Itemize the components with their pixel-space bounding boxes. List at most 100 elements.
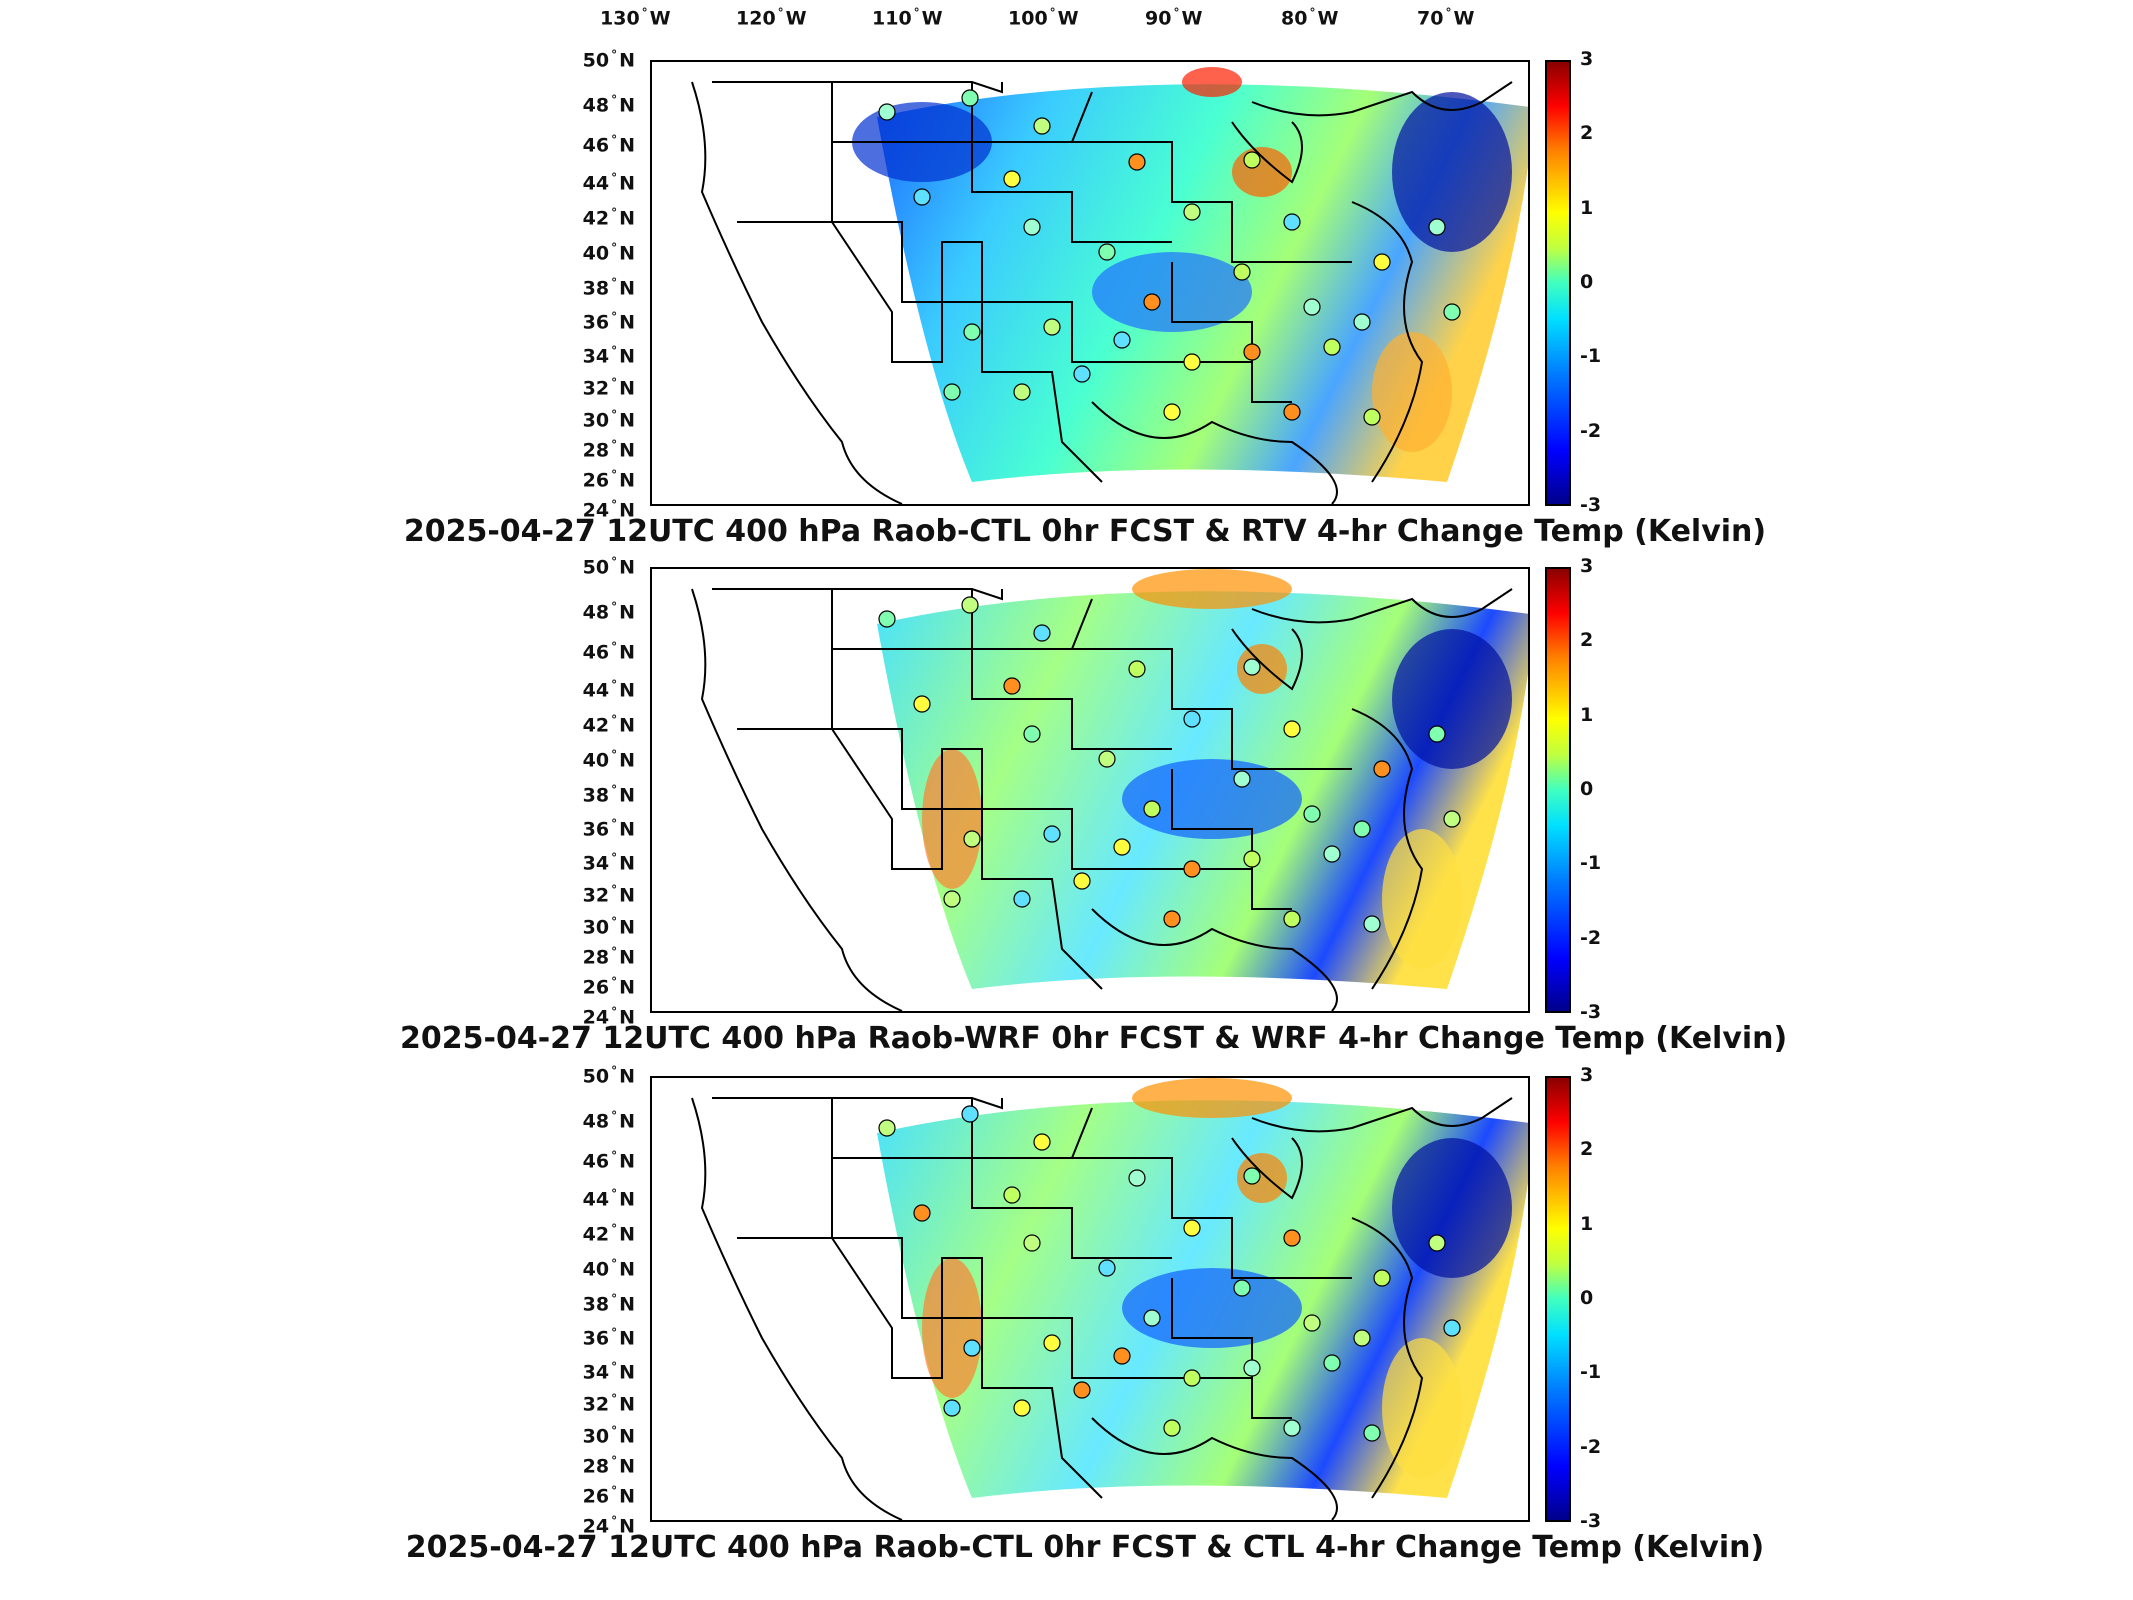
- raob-station-marker: [1113, 838, 1131, 856]
- raob-station-marker: [1353, 1329, 1371, 1347]
- raob-station-marker: [1443, 810, 1461, 828]
- boundary-line: [971, 589, 1172, 750]
- boundary-line: [1231, 628, 1303, 691]
- boundary-line: [1091, 1417, 1338, 1520]
- panel-title: 2025-04-27 12UTC 400 hPa Raob-CTL 0hr FC…: [405, 1530, 1765, 1565]
- boundary-line: [1231, 121, 1303, 184]
- raob-station-marker: [1233, 770, 1251, 788]
- raob-station-marker: [1243, 850, 1261, 868]
- boundary-line: [1072, 141, 1352, 263]
- latitude-label: 46 ° N: [582, 1149, 635, 1173]
- latitude-label: 44 ° N: [582, 678, 635, 702]
- boundary-line: [712, 1097, 1003, 1110]
- colorbar: [1545, 1076, 1571, 1522]
- raob-station-marker: [1023, 725, 1041, 743]
- latitude-label: 38 ° N: [582, 1292, 635, 1316]
- raob-station-marker: [1183, 353, 1201, 371]
- colorbar-tick-label: -3: [1580, 1001, 1602, 1023]
- raob-station-marker: [1183, 1369, 1201, 1387]
- boundary-line: [737, 221, 1252, 363]
- colorbar-tick-label: -1: [1580, 345, 1602, 368]
- map-svg: [691, 569, 1528, 1011]
- raob-station-marker: [1098, 243, 1116, 261]
- raob-station-marker: [1233, 1279, 1251, 1297]
- latitude-label: 42 ° N: [582, 206, 635, 230]
- longitude-label: 130 ° W: [600, 6, 671, 30]
- raob-station-marker: [1243, 343, 1261, 361]
- raob-station-marker: [878, 1119, 896, 1137]
- raob-station-marker: [1373, 253, 1391, 271]
- anomaly-region: [1132, 1078, 1292, 1118]
- raob-station-marker: [1023, 1234, 1041, 1252]
- raob-station-marker: [1283, 1229, 1301, 1247]
- map-frame: [650, 1076, 1530, 1522]
- colorbar-tick-label: 3: [1580, 555, 1594, 577]
- latitude-label: 46 ° N: [582, 640, 635, 664]
- panel-title: 2025-04-27 12UTC 400 hPa Raob-CTL 0hr FC…: [403, 514, 1767, 549]
- raob-station-marker: [1128, 153, 1146, 171]
- latitude-label: 34 ° N: [582, 344, 635, 368]
- raob-station-marker: [1283, 1419, 1301, 1437]
- anomaly-region: [1182, 67, 1242, 97]
- raob-station-marker: [1163, 910, 1181, 928]
- raob-station-marker: [1303, 298, 1321, 316]
- raob-station-marker: [1353, 313, 1371, 331]
- latitude-label: 50 ° N: [582, 48, 635, 72]
- raob-station-marker: [1043, 318, 1061, 336]
- longitude-label: 110 ° W: [872, 6, 943, 30]
- raob-station-marker: [1363, 915, 1381, 933]
- raob-station-marker: [1323, 338, 1341, 356]
- boundary-line: [1251, 1097, 1513, 1133]
- boundary-line: [1091, 401, 1338, 504]
- anomaly-region: [1392, 92, 1512, 252]
- raob-station-marker: [1033, 1133, 1051, 1151]
- raob-station-marker: [1128, 660, 1146, 678]
- colorbar-tick-label: 3: [1580, 1064, 1594, 1086]
- raob-station-marker: [1363, 1424, 1381, 1442]
- raob-station-marker: [943, 890, 961, 908]
- raob-station-marker: [1073, 365, 1091, 383]
- latitude-label: 40 ° N: [582, 241, 635, 265]
- boundary-line: [1251, 588, 1513, 624]
- boundary-line: [691, 1097, 903, 1520]
- boundary-line: [1072, 1157, 1352, 1279]
- colorbar-tick-label: 3: [1580, 48, 1594, 70]
- boundary-line: [712, 81, 1003, 94]
- raob-station-marker: [1013, 383, 1031, 401]
- colorbar: [1545, 60, 1571, 506]
- boundary-line: [1091, 908, 1338, 1011]
- boundary-line: [971, 1098, 1172, 1259]
- anomaly-region: [1232, 147, 1292, 197]
- raob-station-marker: [1243, 151, 1261, 169]
- raob-station-marker: [1143, 293, 1161, 311]
- latitude-label: 30 ° N: [582, 1424, 635, 1448]
- latitude-label: 40 ° N: [582, 748, 635, 772]
- raob-station-marker: [1283, 720, 1301, 738]
- raob-station-marker: [1023, 218, 1041, 236]
- raob-station-marker: [1043, 825, 1061, 843]
- longitude-label: 120 ° W: [736, 6, 807, 30]
- raob-station-marker: [1098, 750, 1116, 768]
- latitude-label: 38 ° N: [582, 276, 635, 300]
- raob-station-marker: [913, 695, 931, 713]
- colorbar-tick-label: -2: [1580, 1435, 1602, 1458]
- colorbar-tick-label: -2: [1580, 419, 1602, 442]
- panel-title: 2025-04-27 12UTC 400 hPa Raob-WRF 0hr FC…: [400, 1021, 1788, 1056]
- raob-station-marker: [1113, 1347, 1131, 1365]
- raob-station-marker: [943, 1399, 961, 1417]
- boundary-line: [831, 82, 1103, 483]
- colorbar-tick-label: 1: [1580, 703, 1594, 726]
- map-svg: [691, 1078, 1528, 1520]
- raob-station-marker: [1163, 403, 1181, 421]
- anomaly-region: [1382, 829, 1462, 969]
- raob-station-marker: [1283, 403, 1301, 421]
- raob-station-marker: [1428, 1234, 1446, 1252]
- colorbar-tick-label: -1: [1580, 852, 1602, 875]
- longitude-label: 70 ° W: [1417, 6, 1475, 30]
- raob-station-marker: [1003, 170, 1021, 188]
- boundary-line: [691, 81, 903, 504]
- colorbar-tick-label: -2: [1580, 926, 1602, 949]
- raob-station-marker: [1443, 1319, 1461, 1337]
- raob-station-marker: [1183, 710, 1201, 728]
- latitude-label: 36 ° N: [582, 310, 635, 334]
